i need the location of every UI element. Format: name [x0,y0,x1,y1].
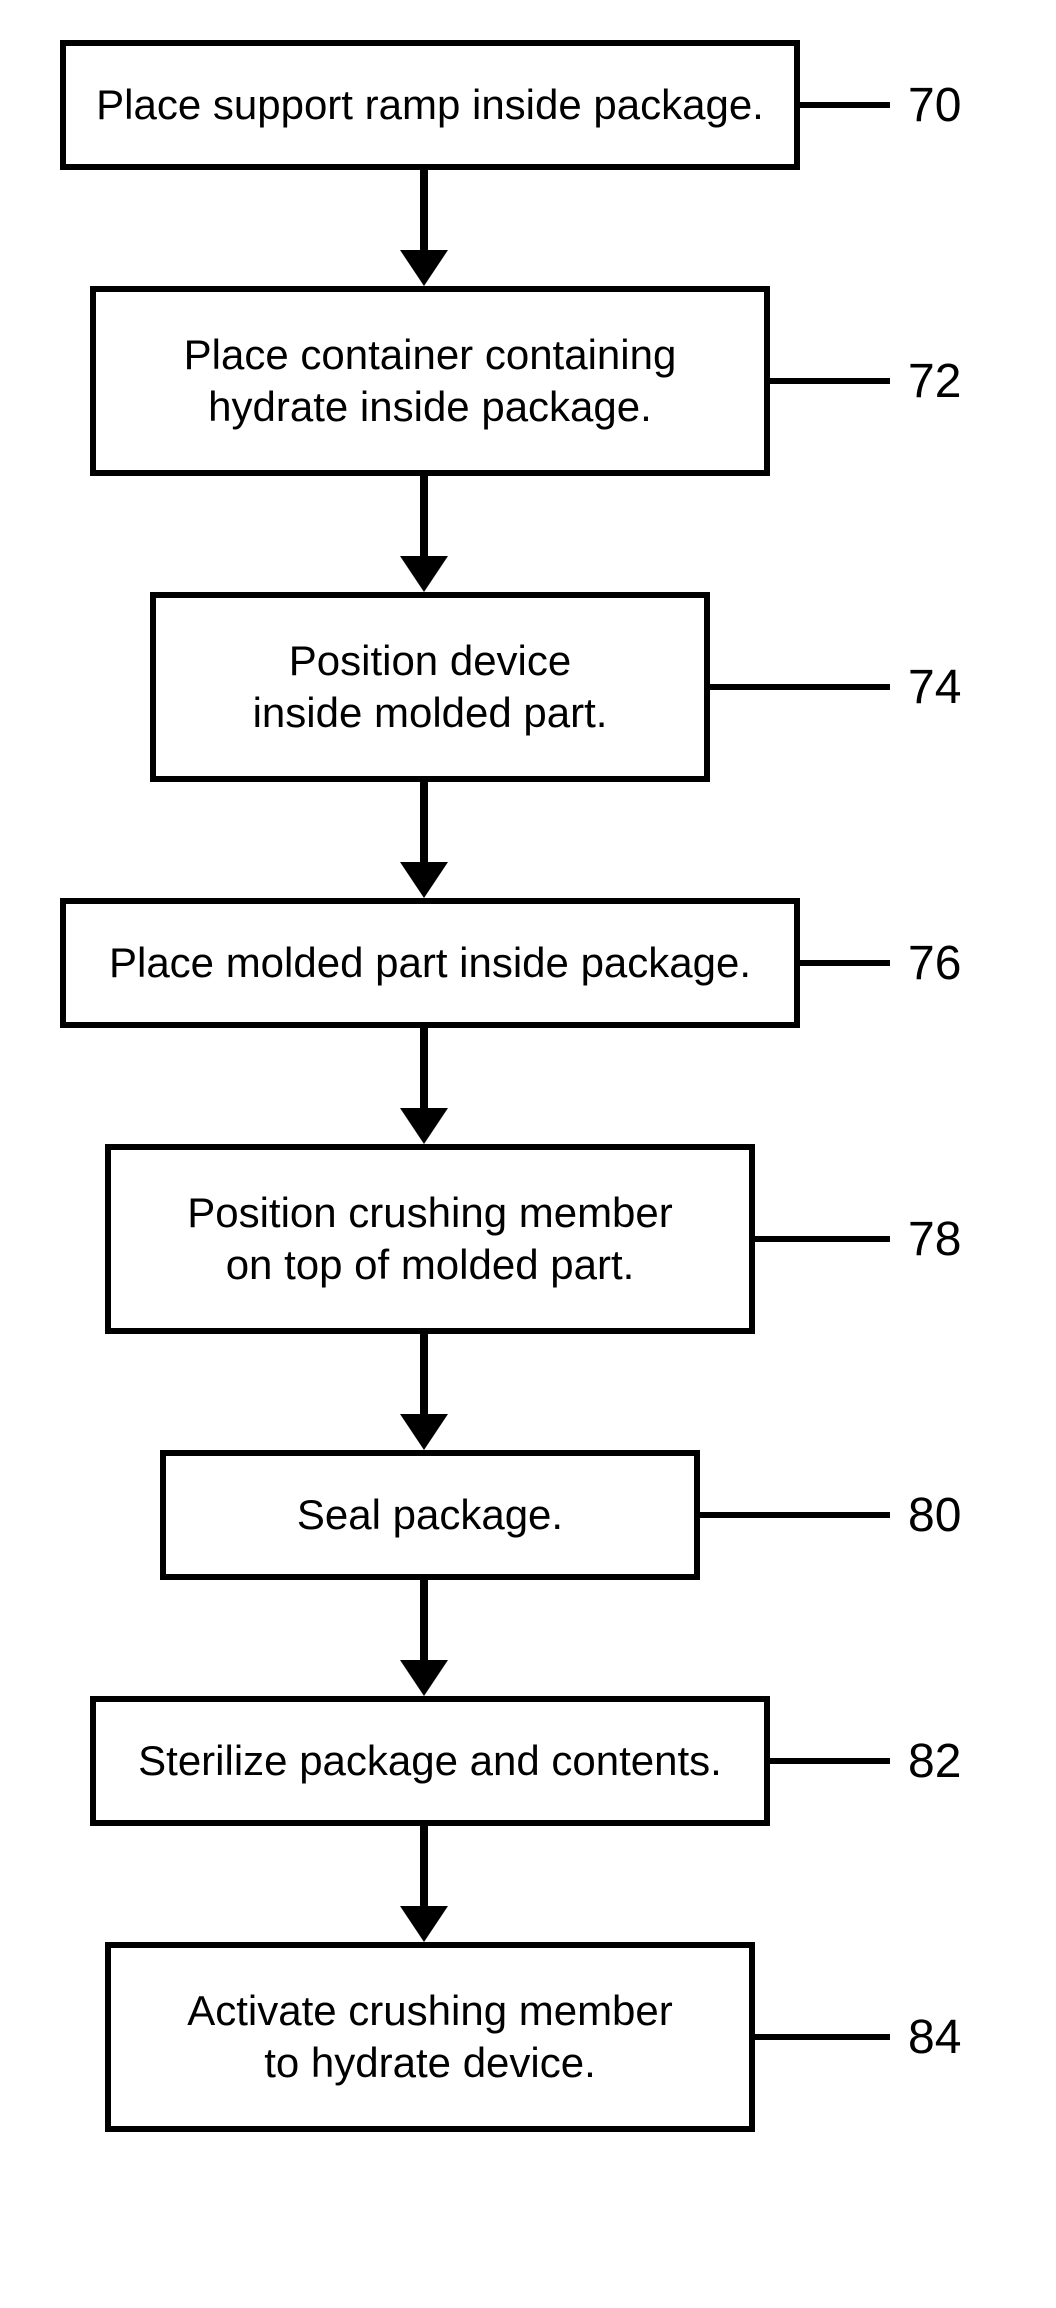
arrow-head-icon [400,862,448,898]
flow-arrow-82 [400,1826,448,1942]
arrow-shaft [420,170,428,250]
flow-connector-76: 76 [800,936,961,991]
flow-box-78: Position crushing memberon top of molded… [105,1144,755,1334]
flow-step-78: Position crushing memberon top of molded… [60,1144,1000,1334]
arrow-shaft [420,476,428,556]
flow-label-84: 84 [908,2010,961,2065]
arrow-shaft [420,782,428,862]
flow-label-78: 78 [908,1212,961,1267]
flow-step-74: Position deviceinside molded part. 74 [60,592,1000,782]
flow-box-84: Activate crushing memberto hydrate devic… [105,1942,755,2132]
flow-step-72: Place container containinghydrate inside… [60,286,1000,476]
flow-step-70: Place support ramp inside package. 70 [60,40,1000,170]
flow-step-76: Place molded part inside package. 76 [60,898,1000,1028]
connector-line [800,960,890,966]
arrow-head-icon [400,250,448,286]
flow-step-80: Seal package. 80 [60,1450,1000,1580]
flow-connector-70: 70 [800,78,961,133]
flow-connector-78: 78 [755,1212,961,1267]
flow-box-text: Position crushing memberon top of molded… [187,1187,673,1292]
flow-box-72: Place container containinghydrate inside… [90,286,770,476]
connector-line [770,1758,890,1764]
flow-box-text: Place container containinghydrate inside… [184,329,677,434]
connector-line [710,684,890,690]
flow-box-text: Place molded part inside package. [109,937,751,990]
flow-box-82: Sterilize package and contents. [90,1696,770,1826]
flow-label-74: 74 [908,660,961,715]
flow-label-76: 76 [908,936,961,991]
connector-line [755,1236,890,1242]
flow-box-text: Seal package. [297,1489,563,1542]
connector-line [755,2034,890,2040]
flow-box-74: Position deviceinside molded part. [150,592,710,782]
flow-box-text: Position deviceinside molded part. [253,635,608,740]
flow-connector-72: 72 [770,354,961,409]
flow-label-80: 80 [908,1488,961,1543]
flow-arrow-78 [400,1334,448,1450]
flow-step-82: Sterilize package and contents. 82 [60,1696,1000,1826]
flow-box-text: Activate crushing memberto hydrate devic… [187,1985,673,2090]
arrow-head-icon [400,1906,448,1942]
arrow-head-icon [400,556,448,592]
flow-arrow-70 [400,170,448,286]
flow-box-80: Seal package. [160,1450,700,1580]
flow-label-82: 82 [908,1734,961,1789]
connector-line [700,1512,890,1518]
connector-line [800,102,890,108]
flow-step-84: Activate crushing memberto hydrate devic… [60,1942,1000,2132]
arrow-shaft [420,1028,428,1108]
flow-box-70: Place support ramp inside package. [60,40,800,170]
arrow-head-icon [400,1414,448,1450]
arrow-shaft [420,1580,428,1660]
arrow-head-icon [400,1660,448,1696]
connector-line [770,378,890,384]
arrow-shaft [420,1826,428,1906]
flow-arrow-76 [400,1028,448,1144]
flow-label-70: 70 [908,78,961,133]
flow-arrow-74 [400,782,448,898]
flow-connector-74: 74 [710,660,961,715]
flow-box-text: Sterilize package and contents. [138,1735,722,1788]
flow-arrow-72 [400,476,448,592]
flowchart-container: Place support ramp inside package.70Plac… [60,40,1000,2132]
flow-box-text: Place support ramp inside package. [96,79,764,132]
arrow-head-icon [400,1108,448,1144]
flow-connector-84: 84 [755,2010,961,2065]
flow-connector-82: 82 [770,1734,961,1789]
arrow-shaft [420,1334,428,1414]
flow-box-76: Place molded part inside package. [60,898,800,1028]
flow-arrow-80 [400,1580,448,1696]
flow-label-72: 72 [908,354,961,409]
flow-connector-80: 80 [700,1488,961,1543]
